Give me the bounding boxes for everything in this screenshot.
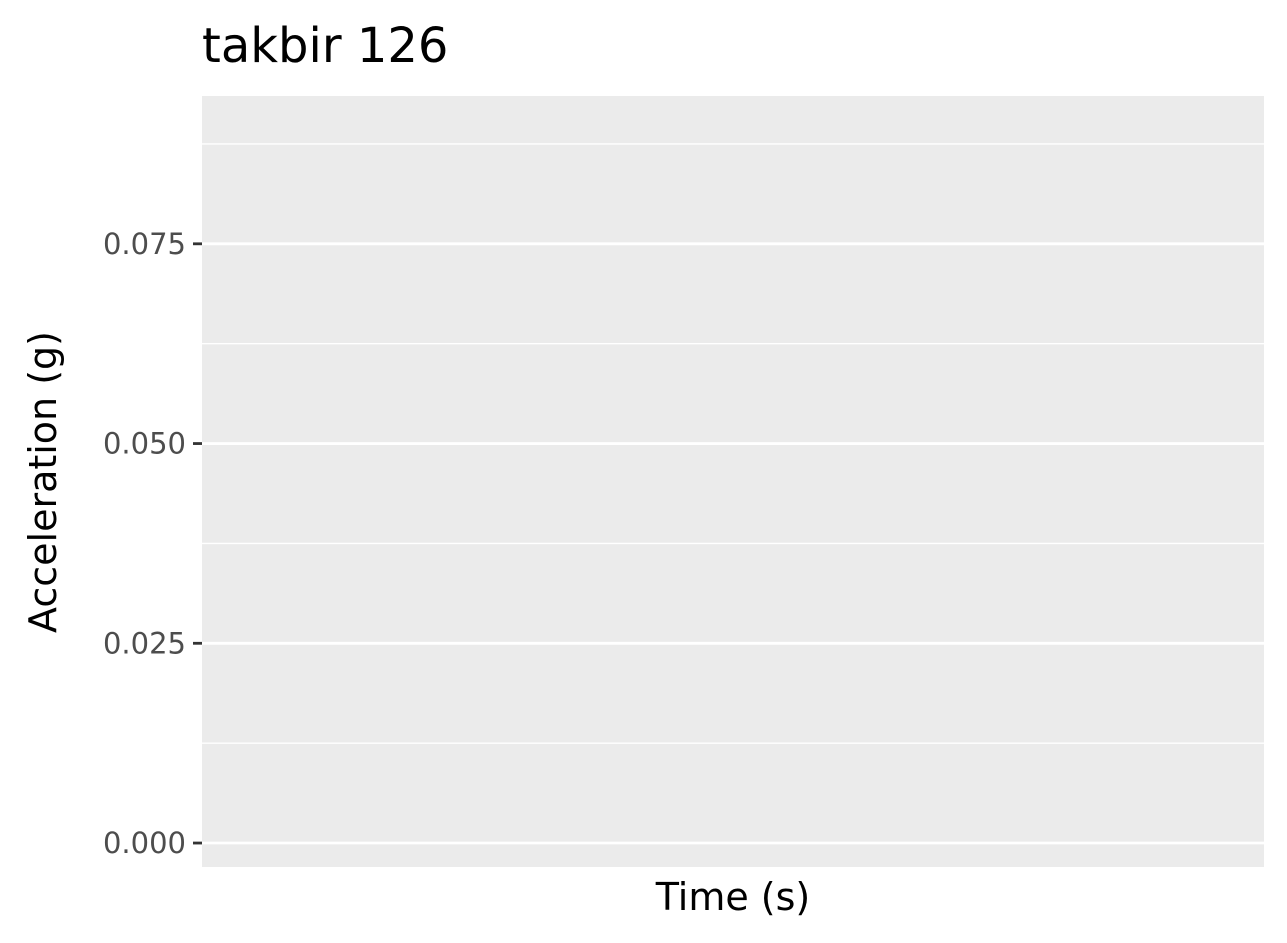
plot-panel <box>202 96 1264 867</box>
y-tick-label: 0.025 <box>103 626 186 660</box>
y-tick-label: 0.075 <box>103 227 186 261</box>
x-axis-title: Time (s) <box>655 875 811 919</box>
y-tick-label: 0.050 <box>103 427 186 461</box>
y-axis-tick-labels: 0.000 0.025 0.050 0.075 <box>103 227 186 860</box>
major-gridlines <box>202 242 1264 845</box>
y-axis-ticks <box>193 242 202 845</box>
chart-title: takbir 126 <box>202 18 448 74</box>
minor-gridlines <box>202 143 1264 744</box>
y-axis-title: Acceleration (g) <box>21 331 65 633</box>
y-tick-label: 0.000 <box>103 826 186 860</box>
